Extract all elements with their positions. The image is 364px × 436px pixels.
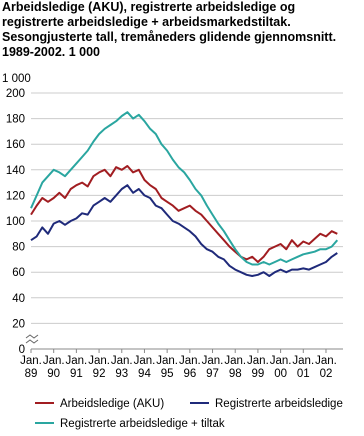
y-tick-label: 140 bbox=[6, 165, 25, 177]
series-line bbox=[30, 111, 339, 266]
y-tick-label: 40 bbox=[12, 293, 25, 305]
y-tick-label: 160 bbox=[6, 139, 25, 151]
x-tick-label: Jan. 93 bbox=[111, 355, 133, 380]
y-tick-label: 100 bbox=[6, 216, 25, 228]
series-line bbox=[30, 184, 338, 277]
y-unit-label: 1 000 bbox=[2, 73, 31, 85]
x-tick-label: Jan. 90 bbox=[43, 355, 65, 380]
series-line bbox=[30, 165, 338, 263]
legend-label: Registrerte arbeidsledige bbox=[215, 398, 343, 410]
legend-label: Arbeidsledige (AKU) bbox=[60, 398, 164, 410]
chart-title: Arbeidsledige (AKU), registrerte arbeids… bbox=[2, 0, 337, 59]
legend-label: Registrerte arbeidsledige + tiltak bbox=[60, 418, 225, 430]
x-tick-label: Jan. 92 bbox=[88, 355, 110, 380]
x-tick-label: Jan. 95 bbox=[156, 355, 178, 380]
x-tick-label: Jan. 98 bbox=[224, 355, 246, 380]
x-tick-label: Jan. 96 bbox=[179, 355, 201, 380]
y-tick-label: 120 bbox=[6, 190, 25, 202]
x-tick-label: Jan. 91 bbox=[66, 355, 88, 380]
y-tick-label: 20 bbox=[12, 318, 25, 330]
y-tick-label: 180 bbox=[6, 114, 25, 126]
axis-break bbox=[25, 334, 39, 344]
y-tick-label: 60 bbox=[12, 267, 25, 279]
y-tick-label: 80 bbox=[12, 242, 25, 254]
x-tick-label: Jan. 99 bbox=[247, 355, 269, 380]
y-tick-label: 200 bbox=[6, 88, 25, 100]
x-tick-label: Jan. 02 bbox=[315, 355, 337, 380]
x-tick-label: Jan. 97 bbox=[202, 355, 224, 380]
x-tick-label: Jan. 89 bbox=[20, 355, 42, 380]
x-tick-label: Jan. 00 bbox=[270, 355, 292, 380]
x-tick-label: Jan. 94 bbox=[134, 355, 156, 380]
y-tick-label: 0 bbox=[19, 344, 25, 356]
x-tick-label: Jan. 01 bbox=[292, 355, 314, 380]
